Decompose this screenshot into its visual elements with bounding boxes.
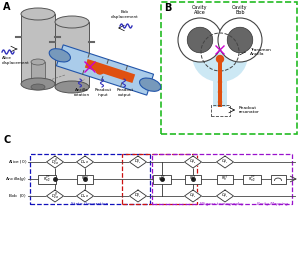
Text: Alice
displacement: Alice displacement [2,56,30,65]
Polygon shape [46,190,64,202]
Bar [31,62,45,87]
Polygon shape [76,156,94,168]
Text: $C_{\phi_s}$: $C_{\phi_s}$ [189,192,197,200]
Bar [55,22,89,87]
Text: $D^g_{2\alpha}$: $D^g_{2\alpha}$ [51,157,59,167]
Text: $R^{ge}_{\pi/2}$: $R^{ge}_{\pi/2}$ [43,174,51,184]
Text: A: A [3,2,10,12]
Bar [21,14,55,84]
Text: Parity Mapping: Parity Mapping [257,202,288,206]
Bar [218,57,222,107]
Circle shape [217,56,224,63]
Bar [38,174,56,183]
Text: $R^{ge}_{\pi/2}$: $R^{ge}_{\pi/2}$ [248,174,256,184]
Ellipse shape [49,49,70,62]
Text: Cavity
Bob: Cavity Bob [232,5,248,15]
Polygon shape [184,190,202,202]
Ellipse shape [55,16,89,28]
Polygon shape [46,156,64,168]
Text: Ancilla
rotation: Ancilla rotation [74,88,90,97]
Text: $R^{gg}_{\pi}$: $R^{gg}_{\pi}$ [81,174,89,184]
Polygon shape [85,59,135,83]
Circle shape [187,27,213,53]
Bar [213,52,227,107]
Ellipse shape [193,32,247,82]
Bar [153,174,171,183]
Bar [185,174,201,183]
Circle shape [218,18,262,62]
Bar [271,174,286,183]
Text: Bob
displacement: Bob displacement [111,10,139,19]
Text: Ancilla$|g\rangle$: Ancilla$|g\rangle$ [5,175,27,183]
Ellipse shape [140,78,161,91]
Text: $R^{ge}_{\pi/2}$: $R^{ge}_{\pi/2}$ [158,174,166,184]
Ellipse shape [21,8,55,20]
Text: $D_{\beta_s}$: $D_{\beta_s}$ [134,192,142,200]
Text: $R^{ef}_{\pi}$: $R^{ef}_{\pi}$ [189,174,197,184]
Polygon shape [76,190,94,202]
Text: $R^{ef}_{\pi}$: $R^{ef}_{\pi}$ [221,174,229,184]
Text: Readout
resonator: Readout resonator [239,106,260,114]
Text: C: C [3,135,10,145]
Bar [217,174,233,183]
Text: $D^g_{2\alpha}$: $D^g_{2\alpha}$ [51,191,59,201]
Circle shape [218,90,221,94]
Bar [77,174,93,183]
Ellipse shape [31,84,45,90]
Ellipse shape [21,78,55,90]
Text: Cavity
Alice: Cavity Alice [192,5,208,15]
Ellipse shape [31,59,45,65]
Polygon shape [184,156,202,168]
Text: B: B [164,3,171,13]
Bar [243,174,261,183]
Circle shape [178,18,222,62]
Text: $C_{\phi_p}$: $C_{\phi_p}$ [189,158,197,166]
Text: Alice $|0\rangle$: Alice $|0\rangle$ [8,159,27,166]
Text: Bob  $|0\rangle$: Bob $|0\rangle$ [8,192,27,200]
Text: Readout
input: Readout input [94,88,112,97]
Polygon shape [130,156,146,168]
Text: Readout
output: Readout output [116,88,134,97]
Polygon shape [130,190,146,202]
Text: $D_{\beta_s}$: $D_{\beta_s}$ [134,157,142,166]
Polygon shape [217,156,233,168]
Text: $C_{\phi_1}$: $C_{\phi_1}$ [221,192,229,200]
Polygon shape [217,190,233,202]
Text: $D_{-\alpha}$: $D_{-\alpha}$ [80,158,89,166]
Circle shape [218,80,221,84]
Circle shape [227,27,253,53]
Ellipse shape [55,81,89,93]
Text: $D_{-\alpha}$: $D_{-\alpha}$ [80,192,89,200]
Circle shape [96,66,104,74]
Circle shape [218,101,221,103]
Text: Wigner tomography: Wigner tomography [200,202,244,206]
Text: State Generation: State Generation [71,202,109,206]
Text: $C_{\phi_1}$: $C_{\phi_1}$ [221,157,229,166]
Polygon shape [56,45,154,95]
Text: Transmon
Ancilla: Transmon Ancilla [250,48,271,56]
